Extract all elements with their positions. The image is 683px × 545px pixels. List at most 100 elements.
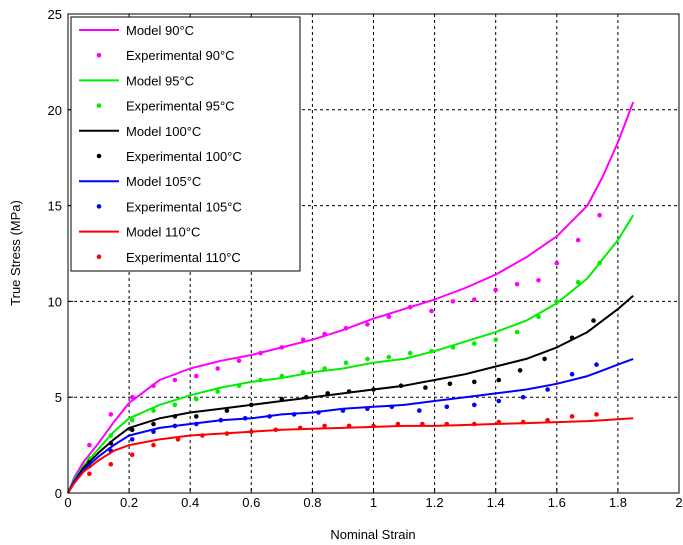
data-point — [258, 377, 263, 383]
legend-label: Experimental 90°C — [126, 48, 235, 63]
data-point — [108, 433, 114, 438]
data-point — [472, 421, 477, 427]
data-point — [450, 345, 456, 350]
data-point — [569, 371, 575, 377]
y-tick-label: 20 — [48, 103, 62, 118]
data-point — [87, 442, 92, 448]
data-point — [365, 406, 370, 412]
data-point — [536, 278, 541, 283]
data-point — [542, 356, 547, 362]
data-point — [496, 419, 502, 425]
data-point — [279, 345, 285, 350]
legend-marker-swatch — [96, 153, 102, 159]
data-point — [597, 212, 602, 218]
data-point — [569, 414, 575, 419]
x-axis-label: Nominal Strain — [330, 527, 415, 542]
data-point — [279, 373, 285, 379]
data-point — [575, 237, 581, 243]
data-point — [325, 391, 331, 396]
legend-label: Experimental 110°C — [126, 250, 241, 265]
data-point — [300, 370, 306, 375]
data-point — [151, 408, 156, 413]
data-point — [215, 366, 220, 371]
data-point — [304, 394, 309, 400]
data-point — [172, 402, 178, 408]
data-point — [365, 356, 370, 362]
data-point — [594, 412, 599, 417]
legend-label: Model 100°C — [126, 124, 201, 139]
data-point — [218, 417, 224, 423]
data-point — [129, 417, 135, 423]
data-point — [493, 337, 499, 343]
data-point — [407, 350, 413, 356]
data-point — [291, 412, 297, 417]
data-point — [343, 360, 349, 366]
legend-box — [70, 16, 301, 272]
data-point — [496, 398, 502, 404]
data-point — [249, 402, 254, 408]
data-point — [444, 404, 450, 410]
data-point — [371, 423, 376, 429]
legend-label: Experimental 95°C — [126, 99, 235, 114]
y-axis-label: True Stress (MPa) — [8, 200, 23, 306]
series-line-6 — [67, 357, 634, 494]
data-point — [224, 431, 230, 436]
data-point — [575, 279, 581, 285]
data-point — [597, 260, 602, 266]
data-point — [267, 414, 272, 419]
data-point — [343, 325, 349, 331]
x-tick-label: 1.6 — [548, 495, 566, 510]
data-point — [224, 408, 230, 413]
data-point — [514, 281, 520, 287]
legend-marker-swatch — [96, 254, 102, 260]
data-point — [297, 425, 303, 431]
data-point — [151, 429, 156, 435]
legend-marker-swatch — [96, 204, 102, 209]
data-point — [300, 337, 306, 343]
x-tick-label: 0.2 — [120, 495, 138, 510]
data-point — [151, 383, 156, 389]
data-point — [520, 394, 526, 400]
data-point — [591, 318, 596, 323]
data-point — [129, 437, 135, 442]
x-tick-label: 1 — [370, 495, 377, 510]
x-tick-label: 1.4 — [487, 495, 505, 510]
series-line-8 — [67, 417, 634, 494]
legend-marker-swatch — [96, 103, 102, 108]
x-tick-label: 1.2 — [426, 495, 444, 510]
data-point — [365, 322, 370, 327]
data-point — [194, 421, 199, 427]
data-point — [200, 433, 205, 438]
data-point — [194, 373, 199, 379]
legend-label: Model 110°C — [126, 225, 200, 240]
data-point — [322, 331, 327, 337]
data-point — [514, 329, 520, 335]
data-point — [151, 421, 156, 427]
legend-label: Model 105°C — [126, 174, 201, 189]
data-point — [215, 389, 220, 394]
data-point — [496, 377, 502, 383]
data-point — [472, 297, 477, 302]
data-point — [423, 385, 428, 390]
y-tick-label: 10 — [48, 294, 62, 309]
data-point — [444, 421, 450, 427]
data-point — [386, 354, 392, 360]
data-point — [371, 387, 376, 392]
data-point — [395, 421, 401, 427]
data-point — [569, 335, 575, 341]
data-point — [194, 414, 199, 419]
data-point — [429, 308, 434, 314]
data-point — [322, 423, 327, 429]
data-point — [450, 299, 456, 304]
data-point — [108, 412, 114, 417]
legend-label: Model 90°C — [126, 23, 194, 38]
data-point — [258, 350, 263, 356]
data-point — [172, 414, 178, 419]
data-point — [172, 423, 178, 429]
x-tick-label: 0.8 — [303, 495, 321, 510]
data-point — [346, 389, 352, 394]
data-point — [554, 260, 560, 266]
data-point — [316, 410, 321, 415]
